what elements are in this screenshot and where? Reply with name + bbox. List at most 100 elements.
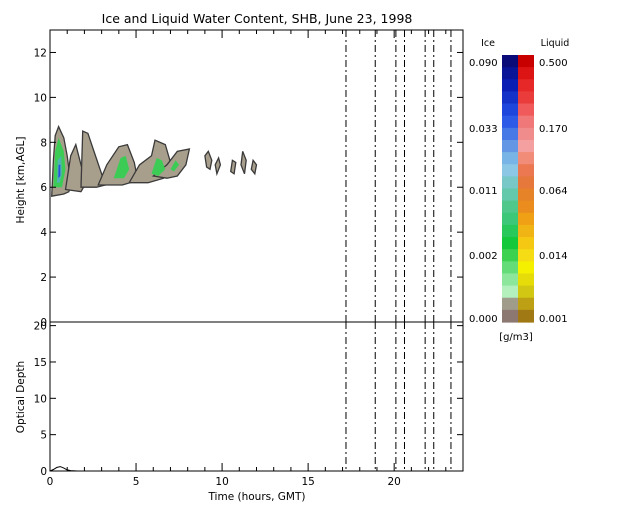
ice-legend-label: 0.011 [469,186,498,197]
ice-color-swatch [502,103,518,117]
ice-color-swatch [502,261,518,275]
liquid-color-swatch [518,237,534,250]
ice-color-swatch [502,176,518,190]
legend-labels: 0.090 0.033 0.011 0.002 0.000 0.500 0.170 0.064… [469,58,568,325]
height-tick-label: 12 [34,47,47,59]
cloud-core [113,155,130,179]
liquid-color-swatch [518,55,534,68]
time-tick-label: 10 [215,476,228,488]
height-tick-label: 2 [40,272,47,284]
liquid-color-swatch [518,103,534,117]
liquid-legend-label: 0.064 [539,186,568,197]
cloud-core [170,160,180,172]
ice-legend-label: 0.000 [469,314,498,325]
time-axis-label: Time (hours, GMT) [207,491,305,503]
time-tick-label: 15 [301,476,314,488]
ice-color-swatch [502,200,518,214]
liquid-color-swatch [518,212,534,226]
optical-depth-tick-label: 0 [40,466,47,478]
liquid-legend-label: 0.170 [539,124,568,135]
cloud-regions [51,124,258,197]
time-tick-label: 0 [47,476,54,488]
height-panel: 0 2 4 6 8 10 12 Height [km,AGL] [15,29,464,329]
ice-color-swatch [502,55,518,68]
liquid-color-swatch [518,67,534,80]
height-tick-label: 4 [40,227,47,239]
ice-color-swatch [502,139,518,153]
legend-units: [g/m3] [499,332,533,343]
optical-depth-panel-frame [49,321,464,472]
dashed-time-lines-top [345,30,452,322]
ice-color-swatch [502,127,518,141]
ice-color-swatch [502,297,518,311]
ice-color-swatch [502,212,518,226]
time-tick-label: 20 [387,476,400,488]
cloud-core [151,158,166,176]
liquid-color-swatch [518,200,534,214]
ice-color-swatch [502,273,518,287]
cloud-region [214,156,222,177]
liquid-color-swatch [518,176,534,190]
liquid-color-swatch [518,273,534,287]
liquid-color-swatch [518,152,534,165]
ice-color-swatch [502,91,518,105]
ice-color-swatch [502,188,518,202]
liquid-color-swatch [518,79,534,93]
height-axis-label: Height [km,AGL] [15,137,27,224]
height-tick-label: 8 [40,137,47,149]
color-legend: Ice Liquid 0.090 0.033 0.011 0.002 0.000 0.50… [469,38,569,343]
liquid-color-swatch [518,91,534,105]
legend-ice-header: Ice [481,38,495,49]
liquid-legend-label: 0.001 [539,314,568,325]
ice-color-swatch [502,237,518,250]
liquid-color-swatch [518,309,534,323]
cloud-region [204,149,213,171]
height-tick-label: 0 [40,317,47,329]
liquid-color-swatch [518,297,534,311]
liquid-color-swatch [518,139,534,153]
cloud-region [229,159,237,175]
time-ticks: 0 5 10 15 20 [47,30,464,488]
optical-depth-tick-label: 20 [34,321,47,333]
ice-color-swatch [502,249,518,262]
height-tick-label: 10 [34,92,47,104]
liquid-color-swatch [518,249,534,262]
liquid-color-swatch [518,285,534,299]
height-ticks: 0 2 4 6 8 10 12 [34,47,463,329]
ice-color-swatch [502,309,518,323]
legend-color-bars [502,55,534,323]
cloud-region [240,151,247,175]
legend-liquid-header: Liquid [541,38,570,49]
cloud-region [80,130,106,188]
time-tick-label: 5 [133,476,140,488]
ice-color-swatch [502,79,518,93]
optical-depth-tick-label: 5 [40,430,47,442]
chart-title: Ice and Liquid Water Content, SHB, June … [102,11,413,26]
liquid-color-swatch [518,224,534,238]
cloud-core [58,164,61,179]
dashed-time-lines-bottom [345,322,452,471]
ice-legend-label: 0.090 [469,58,498,69]
cloud-region [250,158,258,176]
ice-color-swatch [502,115,518,129]
ice-color-swatch [502,152,518,165]
liquid-legend-label: 0.014 [539,251,568,262]
cloud-region [97,143,139,186]
liquid-color-swatch [518,115,534,129]
liquid-color-swatch [518,164,534,177]
liquid-color-swatch [518,188,534,202]
ice-legend-label: 0.033 [469,124,498,135]
optical-depth-tick-label: 15 [34,357,47,369]
ice-color-swatch [502,164,518,177]
ice-legend-label: 0.002 [469,251,498,262]
optical-depth-ticks: 0 5 10 15 20 [34,321,463,478]
ice-color-swatch [502,67,518,80]
optical-depth-tick-label: 10 [34,393,47,405]
liquid-legend-label: 0.500 [539,58,568,69]
ice-color-swatch [502,224,518,238]
liquid-color-swatch [518,261,534,275]
liquid-color-swatch [518,127,534,141]
optical-depth-axis-label: Optical Depth [15,361,27,433]
